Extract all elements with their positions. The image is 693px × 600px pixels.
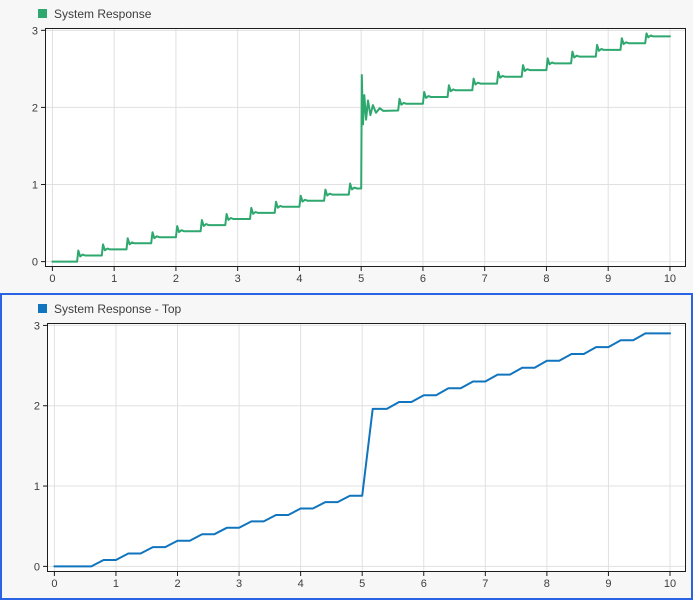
chart-panel-system-response[interactable]: System Response 0 1 2 3 4 5 6 7 8 9 10 0 1 2 3 xyxy=(0,0,693,293)
legend-system-response-top[interactable]: System Response - Top xyxy=(2,295,691,321)
x-tick-label: 6 xyxy=(421,578,427,590)
x-tick-label: 5 xyxy=(359,578,365,590)
x-tick-label: 1 xyxy=(111,273,117,285)
y-tick-label: 3 xyxy=(34,321,40,332)
x-tick-label: 8 xyxy=(543,273,549,285)
y-tick-label: 0 xyxy=(34,561,40,573)
y-tick-label: 0 xyxy=(32,257,38,269)
y-tick-label: 3 xyxy=(32,26,38,37)
x-tick-label: 0 xyxy=(51,578,57,590)
y-tick-label: 1 xyxy=(34,481,40,493)
x-tick-label: 7 xyxy=(482,578,488,590)
plot-background xyxy=(47,323,686,572)
x-tick-label: 4 xyxy=(298,578,304,590)
x-tick-label: 7 xyxy=(482,273,488,285)
x-tick-label: 1 xyxy=(113,578,119,590)
plot-area-system-response[interactable]: 0 1 2 3 4 5 6 7 8 9 10 0 1 2 3 xyxy=(0,26,693,292)
x-tick-label: 10 xyxy=(664,578,676,590)
x-tick-label: 3 xyxy=(235,273,241,285)
x-tick-label: 3 xyxy=(236,578,242,590)
series-line[interactable] xyxy=(51,32,671,263)
x-tick-label: 9 xyxy=(605,273,611,285)
plot-area-system-response-top[interactable]: 0 1 2 3 4 5 6 7 8 9 10 0 1 2 3 xyxy=(2,321,691,598)
plot-background xyxy=(45,28,686,267)
x-tick-label: 5 xyxy=(358,273,364,285)
chart-panel-system-response-top[interactable]: System Response - Top 0 1 2 3 4 5 6 7 8 9 10 0 1 2 3 xyxy=(0,293,693,600)
y-tick-label: 2 xyxy=(34,401,40,413)
x-tick-label: 8 xyxy=(544,578,550,590)
series-line[interactable] xyxy=(53,332,671,568)
axis-box xyxy=(45,28,686,267)
y-tick-label: 2 xyxy=(32,102,38,114)
x-tick-label: 6 xyxy=(420,273,426,285)
legend-system-response[interactable]: System Response xyxy=(0,0,693,26)
x-tick-label: 9 xyxy=(605,578,611,590)
x-tick-label: 2 xyxy=(173,273,179,285)
axis-box xyxy=(47,323,686,572)
x-tick-label: 10 xyxy=(664,273,676,285)
legend-label: System Response - Top xyxy=(54,301,182,316)
legend-swatch-green-icon xyxy=(38,9,47,18)
x-tick-label: 4 xyxy=(296,273,302,285)
legend-label: System Response xyxy=(54,6,152,21)
x-tick-label: 2 xyxy=(174,578,180,590)
legend-swatch-blue-icon xyxy=(38,304,47,313)
y-tick-label: 1 xyxy=(32,180,38,192)
x-tick-label: 0 xyxy=(49,273,55,285)
